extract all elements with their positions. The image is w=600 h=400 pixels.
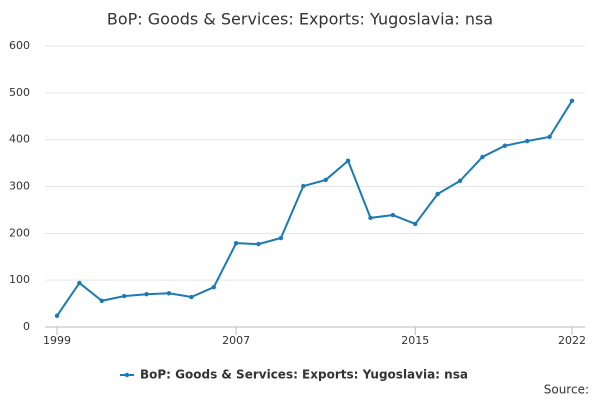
point	[121, 293, 127, 299]
point	[525, 138, 530, 144]
y-tick-label: 100	[9, 273, 30, 286]
point	[413, 221, 418, 227]
y-tick-label: 200	[9, 226, 30, 239]
y-tick-label: 0	[23, 320, 30, 333]
legend-label: BoP: Goods & Services: Exports: Yugoslav…	[140, 368, 468, 382]
point	[390, 212, 396, 218]
chart-title: BoP: Goods & Services: Exports: Yugoslav…	[107, 10, 493, 29]
y-tick-label: 600	[9, 39, 30, 52]
x-tick-label: 2007	[222, 334, 250, 347]
point	[233, 240, 239, 246]
point	[323, 177, 328, 183]
point	[547, 134, 552, 140]
x-tick-label: 2015	[401, 334, 429, 347]
point	[301, 183, 306, 189]
point	[99, 298, 104, 303]
point	[435, 191, 440, 197]
y-tick-label: 300	[9, 180, 30, 193]
legend-marker	[124, 372, 130, 378]
x-tick-label: 2022	[558, 334, 586, 347]
point	[189, 294, 194, 300]
point	[166, 291, 172, 296]
point	[278, 235, 284, 241]
point	[345, 158, 351, 163]
line	[56, 100, 573, 317]
point	[211, 284, 216, 290]
point	[569, 98, 575, 103]
point	[368, 215, 373, 221]
y-tick-label: 400	[9, 133, 30, 146]
x-tick-label: 1999	[43, 334, 71, 347]
point	[77, 280, 82, 286]
y-tick-label: 500	[9, 86, 30, 99]
point	[502, 143, 508, 148]
point	[480, 154, 485, 160]
point	[457, 178, 463, 184]
source: Source:	[544, 383, 589, 397]
point	[54, 313, 60, 318]
point	[256, 241, 261, 247]
point	[144, 292, 149, 297]
